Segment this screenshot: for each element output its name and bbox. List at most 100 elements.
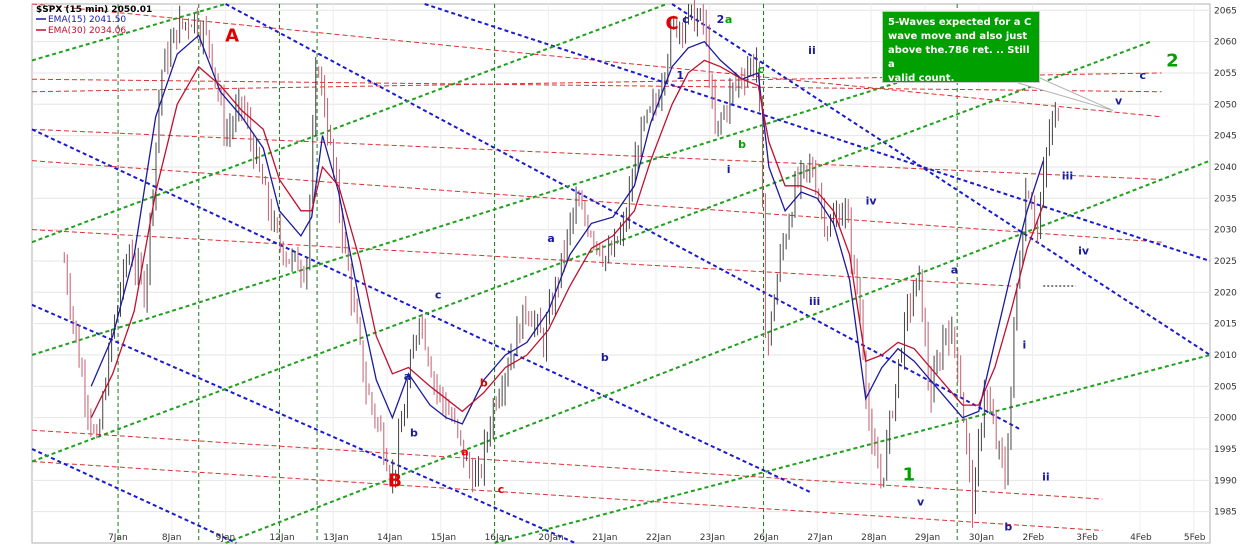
green-channel-line xyxy=(31,3,226,62)
wave-label: c xyxy=(435,289,442,302)
wave-label: 1 xyxy=(903,464,916,485)
red-channel-line xyxy=(31,72,1162,93)
red-channel-line xyxy=(31,78,1162,93)
wave-label: a xyxy=(547,232,554,245)
y-tick-label: 1995 xyxy=(1214,445,1237,455)
annotation-line: 5-Waves expected for a C xyxy=(888,17,1032,28)
y-tick-label: 1990 xyxy=(1214,476,1237,486)
wave-label: v xyxy=(1115,94,1123,107)
wave-label: A xyxy=(225,26,239,47)
wave-label: i xyxy=(727,163,731,176)
legend-ema15: EMA(15) 2041.50 xyxy=(48,15,126,25)
x-tick-label: 12Jan xyxy=(269,533,294,543)
grid-layer xyxy=(32,4,1210,543)
ema15-line xyxy=(90,34,1044,425)
y-tick-label: 2055 xyxy=(1214,69,1237,79)
x-tick-label: 23Jan xyxy=(700,533,725,543)
x-tick-label: 20Jan xyxy=(538,533,563,543)
week-separator-layer xyxy=(117,4,958,543)
blue-channel-line xyxy=(31,448,237,544)
red-channel-line xyxy=(31,461,1103,531)
wave-label: c xyxy=(758,63,765,76)
annotation-line: above the.786 ret. .. Still a xyxy=(888,45,1030,70)
red-channel-line xyxy=(31,3,1162,118)
wave-label: 2 xyxy=(1166,51,1179,72)
wave-label: iv xyxy=(866,195,878,208)
red-channel-line xyxy=(31,128,1162,180)
x-tick-label: 29Jan xyxy=(915,533,940,543)
red-channel-line xyxy=(31,229,1012,287)
annotation-note: 5-Waves expected for a C wave move and a… xyxy=(882,11,1040,84)
wave-label: ii xyxy=(808,44,816,57)
wave-label: 1 xyxy=(676,69,684,82)
x-tick-label: 27Jan xyxy=(807,533,832,543)
x-tick-label: 13Jan xyxy=(323,533,348,543)
y-tick-label: 2005 xyxy=(1214,382,1237,392)
wave-label: c xyxy=(498,483,505,496)
wave-label: C xyxy=(665,13,678,34)
x-tick-label: 15Jan xyxy=(431,533,456,543)
blue-channel-line xyxy=(31,128,813,494)
wave-label: b xyxy=(480,376,488,389)
x-tick-label: 2Feb xyxy=(1022,533,1044,543)
y-tick-label: 2000 xyxy=(1214,414,1237,424)
channel-lines-layer xyxy=(31,3,1211,544)
wave-label: a xyxy=(725,13,732,26)
wave-label: a xyxy=(951,264,958,277)
y-tick-label: 2020 xyxy=(1214,288,1237,298)
y-tick-label: 2010 xyxy=(1214,351,1237,361)
wave-label: b xyxy=(601,351,609,364)
wave-label: i xyxy=(1023,339,1027,352)
x-tick-label: 3Feb xyxy=(1076,533,1098,543)
y-tick-label: 1985 xyxy=(1214,508,1237,518)
ema30-line xyxy=(90,59,1044,418)
wave-label: c xyxy=(682,13,689,26)
x-tick-label: 22Jan xyxy=(646,533,671,543)
y-tick-label: 2030 xyxy=(1214,226,1237,236)
x-tick-label: 16Jan xyxy=(485,533,510,543)
x-tick-label: 5Feb xyxy=(1184,533,1206,543)
price-layer xyxy=(63,0,1059,528)
y-tick-label: 2045 xyxy=(1214,132,1237,142)
legend: $SPX (15 min) 2050.01 EMA(15) 2041.50 EM… xyxy=(36,5,152,36)
x-tick-label: 4Feb xyxy=(1130,533,1152,543)
wave-label: a xyxy=(461,445,468,458)
x-tick-label: 28Jan xyxy=(861,533,886,543)
red-channel-line xyxy=(31,160,1162,243)
x-tick-label: 26Jan xyxy=(754,533,779,543)
blue-channel-line xyxy=(671,3,1211,356)
y-tick-label: 2060 xyxy=(1214,38,1237,48)
wave-label: 2 xyxy=(717,13,725,26)
legend-ema30: EMA(30) 2034.06 xyxy=(48,26,126,36)
wave-label: iii xyxy=(1062,169,1073,182)
y-tick-label: 2035 xyxy=(1214,194,1237,204)
x-tick-label: 30Jan xyxy=(969,533,994,543)
y-tick-label: 2050 xyxy=(1214,100,1237,110)
blue-channel-line xyxy=(424,3,1211,262)
wave-label: iv xyxy=(1078,245,1090,258)
ema-layer xyxy=(90,34,1044,425)
chart-title: $SPX (15 min) 2050.01 xyxy=(36,5,152,15)
x-tick-label: 9Jan xyxy=(216,533,236,543)
annotation-line: wave move and also just xyxy=(888,31,1028,42)
annotation-line: valid count. xyxy=(888,73,955,84)
x-tick-label: 21Jan xyxy=(592,533,617,543)
wave-label: a xyxy=(404,370,411,383)
x-tick-label: 8Jan xyxy=(162,533,182,543)
y-tick-label: 2015 xyxy=(1214,320,1237,330)
wave-label: b xyxy=(410,426,418,439)
y-tick-label: 2040 xyxy=(1214,163,1237,173)
wave-label: B xyxy=(388,471,402,492)
axis-layer: 1985 1990 1995 2000 2005 2010 2015 2020 2025 2030… xyxy=(108,6,1237,543)
wave-label: iii xyxy=(809,295,820,308)
y-tick-label: 2065 xyxy=(1214,6,1237,16)
red-channel-line xyxy=(31,429,1103,500)
x-tick-label: 14Jan xyxy=(377,533,402,543)
wave-label: c xyxy=(1139,69,1146,82)
green-channel-line xyxy=(31,59,969,356)
wave-label: v xyxy=(917,495,925,508)
wave-label: b xyxy=(1004,520,1012,533)
